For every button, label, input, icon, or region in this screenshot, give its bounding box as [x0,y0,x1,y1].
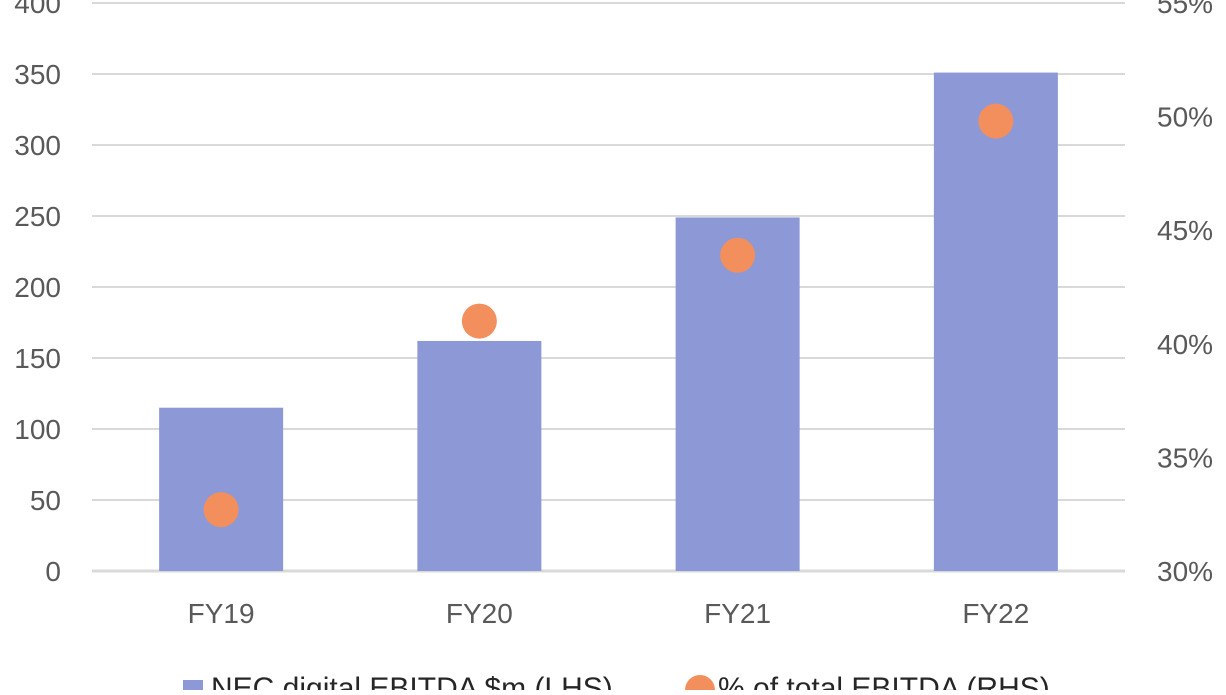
left-tick-label: 350 [14,59,61,90]
legend-label-marker: % of total EBITDA (RHS) [718,672,1050,690]
legend: NEC digital EBITDA $m (LHS) % of total E… [183,672,1050,695]
markers [203,103,1014,528]
right-tick-label: 50% [1157,102,1213,133]
bars [159,72,1058,572]
x-tick-label: FY20 [446,598,513,629]
right-tick-label: 40% [1157,329,1213,360]
bar-fy20 [417,340,542,571]
right-tick-label: 45% [1157,215,1213,246]
marker-fy20 [461,303,497,339]
right-tick-label: 35% [1157,442,1213,473]
x-tick-label: FY19 [188,598,255,629]
legend-swatch-marker [685,675,715,695]
marker-fy21 [720,237,756,273]
left-tick-label: 100 [14,414,61,445]
marker-fy19 [203,492,239,528]
left-tick-label: 50 [30,485,61,516]
left-tick-label: 250 [14,201,61,232]
right-tick-label: 30% [1157,556,1213,587]
bar-fy22 [933,72,1058,571]
marker-fy22 [978,103,1014,139]
x-tick-label: FY21 [704,598,771,629]
left-tick-label: 300 [14,130,61,161]
legend-label-bar: NEC digital EBITDA $m (LHS) [211,672,613,690]
left-axis-ticks: 0 50 100 150 200 250 300 350 400 [14,0,61,587]
left-tick-label: 150 [14,343,61,374]
left-tick-label: 0 [45,556,61,587]
right-tick-label: 55% [1157,0,1213,19]
left-tick-label: 400 [14,0,61,19]
right-axis-ticks: 30% 35% 40% 45% 50% 55% [1157,0,1213,587]
x-tick-label: FY22 [962,598,1029,629]
legend-swatch-bar [183,680,203,695]
left-tick-label: 200 [14,272,61,303]
bar-fy21 [675,217,800,572]
x-axis-ticks: FY19 FY20 FY21 FY22 [188,598,1030,629]
bar-fy19 [159,407,284,571]
